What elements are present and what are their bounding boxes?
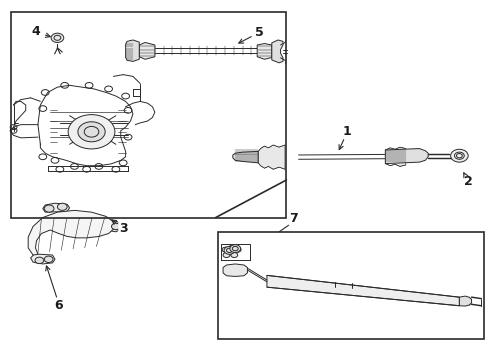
Circle shape <box>229 245 236 249</box>
Polygon shape <box>267 275 460 306</box>
Circle shape <box>234 247 241 252</box>
Circle shape <box>227 249 234 255</box>
Polygon shape <box>272 40 283 63</box>
Circle shape <box>222 247 229 252</box>
Polygon shape <box>110 221 121 232</box>
Text: 2: 2 <box>464 175 472 188</box>
Text: 3: 3 <box>119 222 127 235</box>
Polygon shape <box>43 203 70 212</box>
Circle shape <box>35 257 44 264</box>
Text: 5: 5 <box>255 26 264 39</box>
Circle shape <box>230 245 241 252</box>
Polygon shape <box>460 296 471 306</box>
Circle shape <box>44 256 53 262</box>
Polygon shape <box>125 40 139 62</box>
Polygon shape <box>233 152 258 163</box>
Polygon shape <box>223 264 247 276</box>
Circle shape <box>44 205 54 212</box>
Circle shape <box>57 203 67 210</box>
Circle shape <box>78 122 105 142</box>
Polygon shape <box>385 147 406 166</box>
Text: 6: 6 <box>54 299 63 312</box>
Polygon shape <box>30 254 55 264</box>
Polygon shape <box>257 44 272 59</box>
Bar <box>218 232 484 339</box>
Polygon shape <box>139 42 155 59</box>
Circle shape <box>112 223 120 230</box>
Text: 1: 1 <box>343 125 352 138</box>
Bar <box>11 12 287 217</box>
Circle shape <box>68 114 115 149</box>
Circle shape <box>451 149 468 162</box>
Circle shape <box>224 247 235 254</box>
Text: 4: 4 <box>31 25 40 38</box>
Circle shape <box>223 252 230 257</box>
Polygon shape <box>258 145 285 169</box>
Polygon shape <box>28 210 115 255</box>
Circle shape <box>231 252 238 257</box>
Circle shape <box>51 33 64 42</box>
Text: 7: 7 <box>290 212 298 225</box>
Polygon shape <box>385 149 428 163</box>
